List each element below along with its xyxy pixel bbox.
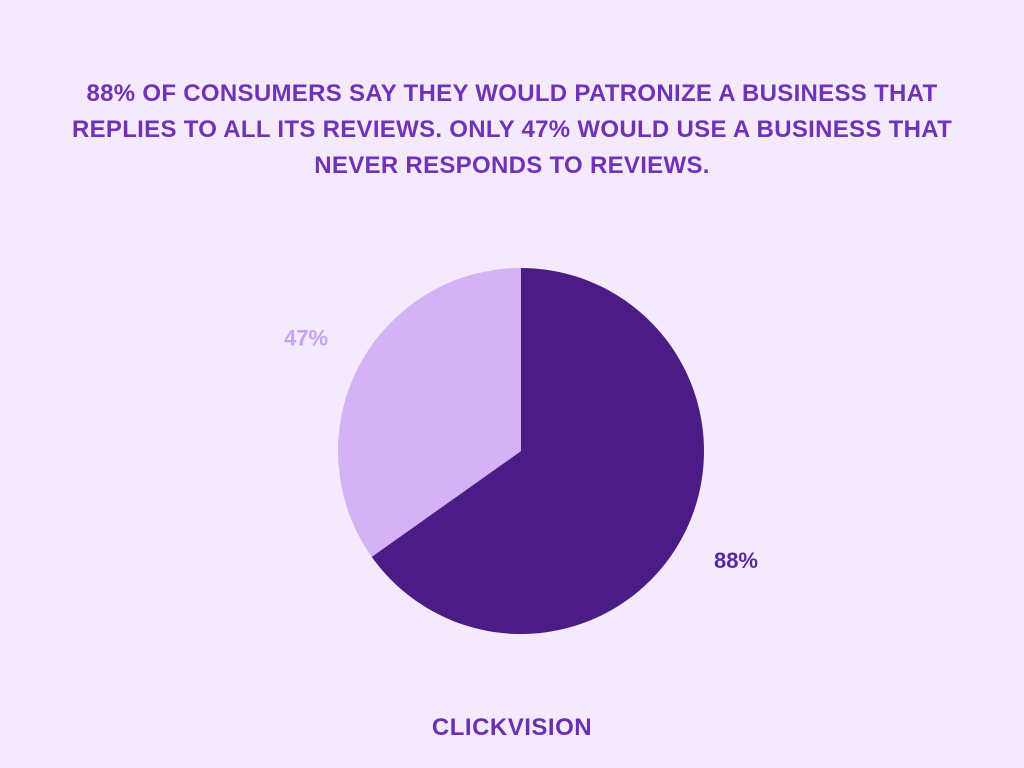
- logo: CLICKVISION: [431, 714, 593, 741]
- pie-slice: [337, 268, 521, 557]
- pie-slice: [371, 268, 704, 635]
- chart: 88% 47%: [284, 268, 758, 635]
- chart-title: 88% OF CONSUMERS SAY THEY WOULD PATRONIZ…: [71, 80, 953, 179]
- slice-label: 47%: [284, 326, 328, 351]
- slice-label: 88%: [714, 548, 758, 573]
